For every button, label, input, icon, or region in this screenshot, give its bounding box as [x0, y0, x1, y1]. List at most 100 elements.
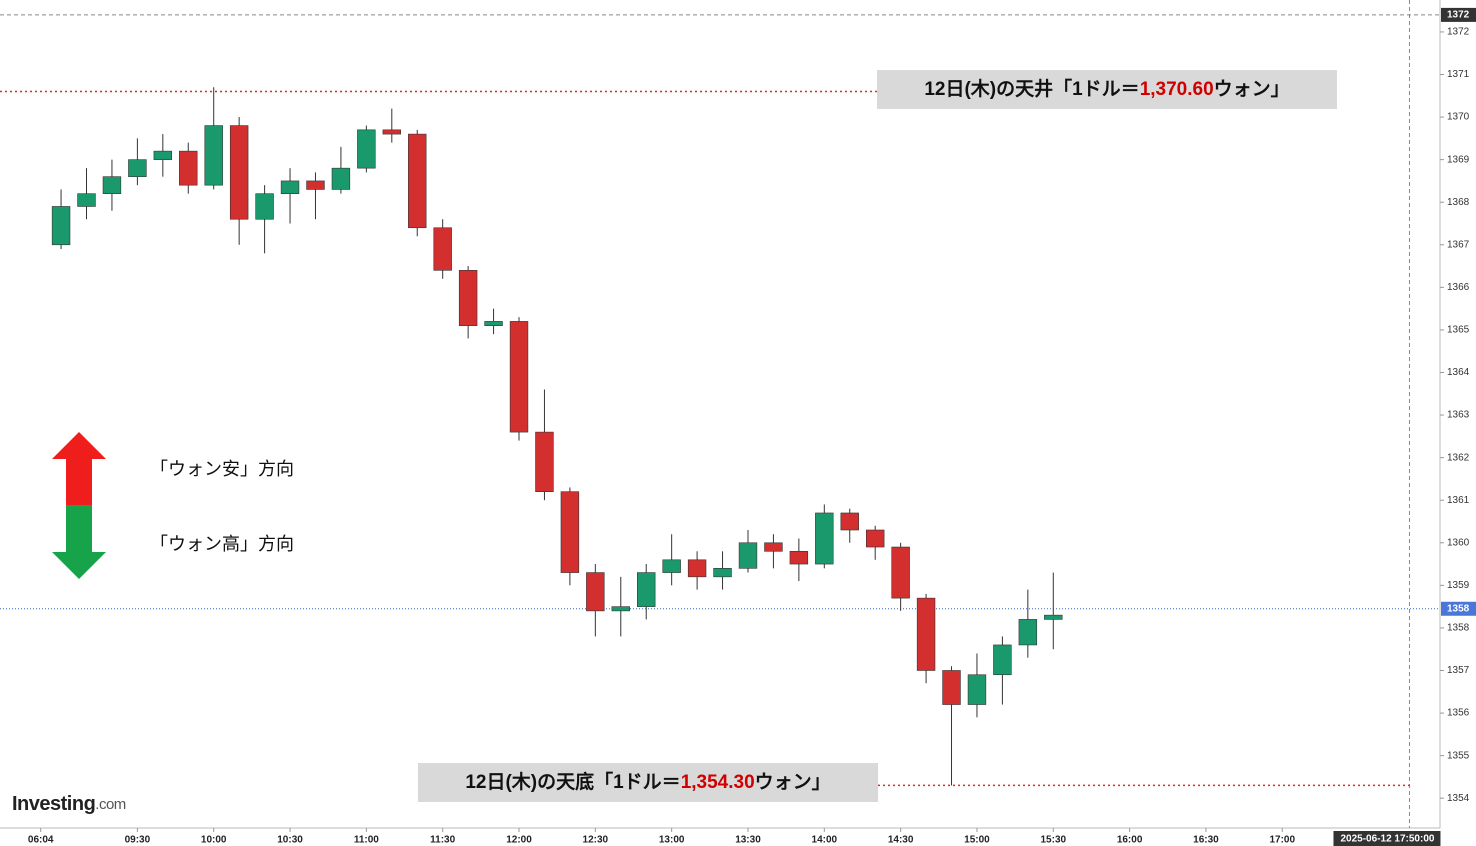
annotation-text: 12日(木)の天井「1ドル＝1,370.60ウォン」: [924, 77, 1289, 100]
candle-body: [789, 550, 809, 565]
y-tick-label: 1361: [1447, 495, 1470, 506]
candle-body: [967, 674, 987, 705]
x-tick-label: 15:00: [964, 835, 990, 846]
candle-body: [738, 542, 758, 569]
candle-body: [179, 150, 198, 186]
candle-body: [713, 568, 732, 578]
y-tick-label: 1364: [1447, 367, 1470, 378]
y-tick-label: 1370: [1447, 112, 1470, 123]
logo: Investing.com: [12, 793, 126, 815]
y-tick-label: 1355: [1447, 750, 1470, 761]
crosshair-x-box: [1333, 831, 1441, 846]
candle-body: [204, 125, 223, 186]
candle-body: [891, 546, 910, 599]
candle-body: [102, 176, 122, 194]
y-tick-label: 1360: [1447, 537, 1470, 548]
candle-body: [153, 150, 173, 160]
logo-main: Investing: [12, 793, 95, 815]
candle-body: [357, 129, 376, 169]
x-tick-label: 12:00: [506, 835, 532, 846]
annotation-prefix: 12日(木)の天底「1ドル＝: [465, 770, 680, 793]
up-arrow: [52, 432, 106, 505]
legend-down: 「ウォン高」方向: [150, 534, 294, 554]
y-tick-label: 1358: [1447, 623, 1470, 634]
crosshair-y-box: [1441, 7, 1476, 22]
x-tick-label: 17:00: [1269, 835, 1295, 846]
y-tick-label: 1354: [1447, 793, 1470, 804]
x-tick-label: 13:00: [659, 835, 685, 846]
candle-body: [408, 133, 427, 229]
x-tick-label: 09:30: [125, 835, 151, 846]
y-tick-label: 1366: [1447, 282, 1470, 293]
x-tick-label: 14:30: [888, 835, 914, 846]
candle-body: [865, 529, 885, 548]
annotation-suffix: ウォン」: [755, 771, 831, 793]
last-price-box: [1441, 601, 1476, 616]
x-tick-label: 16:30: [1193, 835, 1219, 846]
x-tick-label: 14:00: [812, 835, 838, 846]
x-tick-label: 15:30: [1040, 835, 1066, 846]
y-tick-label: 1368: [1447, 197, 1470, 208]
x-tick-label: 10:00: [201, 835, 227, 846]
candle-body: [840, 512, 859, 531]
candle-body: [255, 193, 274, 220]
y-tick-label: 1357: [1447, 665, 1470, 676]
annotation-box: [877, 70, 1337, 109]
annotation-box: [418, 763, 878, 802]
y-tick-label: 1365: [1447, 325, 1470, 336]
candle-body: [51, 206, 71, 246]
candle-body: [77, 193, 96, 207]
candle-body: [586, 572, 605, 612]
candle-body: [942, 670, 961, 705]
candle-body: [306, 180, 325, 190]
y-tick-label: 1363: [1447, 410, 1470, 421]
y-tick-label: 1367: [1447, 239, 1470, 250]
x-tick-label: 12:30: [583, 835, 609, 846]
candle-body: [764, 542, 783, 552]
annotation-suffix: ウォン」: [1214, 78, 1290, 100]
annotation-price: 1,370.60: [1140, 79, 1214, 100]
candle-body: [662, 559, 681, 573]
candle-body: [331, 167, 351, 190]
candle-body: [458, 270, 478, 326]
crosshair-x-label: 2025-06-12 17:50:00: [1340, 834, 1434, 845]
candle-body: [433, 227, 452, 271]
candle-body: [1044, 614, 1063, 620]
candle-body: [484, 321, 503, 326]
y-tick-label: 1356: [1447, 708, 1470, 719]
y-tick-label: 1362: [1447, 452, 1470, 463]
x-tick-label: 13:30: [735, 835, 761, 846]
candle-body: [509, 321, 529, 433]
candle-body: [280, 180, 300, 194]
candle-body: [815, 512, 834, 565]
y-tick-label: 1359: [1447, 580, 1470, 591]
candle-body: [229, 125, 249, 220]
logo-suffix: .com: [95, 796, 126, 813]
candle-body: [128, 159, 147, 177]
candle-body: [1018, 619, 1038, 646]
candle-body: [637, 572, 656, 607]
y-tick-label: 1369: [1447, 154, 1470, 165]
candle-body: [993, 644, 1012, 676]
x-tick-label: 16:00: [1117, 835, 1143, 846]
crosshair-y-label: 1372: [1447, 10, 1470, 21]
annotation-price: 1,354.30: [681, 772, 755, 793]
x-tick-label: 10:30: [277, 835, 303, 846]
y-tick-label: 1372: [1447, 27, 1470, 38]
candle-body: [916, 597, 936, 671]
legend-up: 「ウォン安」方向: [150, 459, 294, 479]
candle-body: [687, 559, 707, 578]
candle-body: [611, 606, 630, 612]
candle-body: [560, 491, 580, 573]
annotation-prefix: 12日(木)の天井「1ドル＝: [924, 77, 1139, 100]
candle-body: [535, 431, 554, 492]
y-tick-label: 1371: [1447, 69, 1470, 80]
last-price-label: 1358: [1447, 603, 1470, 614]
x-tick-label: 06:04: [28, 835, 54, 846]
x-tick-label: 11:30: [430, 835, 455, 846]
annotation-text: 12日(木)の天底「1ドル＝1,354.30ウォン」: [465, 770, 830, 793]
x-tick-label: 11:00: [354, 835, 379, 846]
down-arrow: [52, 505, 106, 579]
candle-body: [382, 129, 402, 135]
